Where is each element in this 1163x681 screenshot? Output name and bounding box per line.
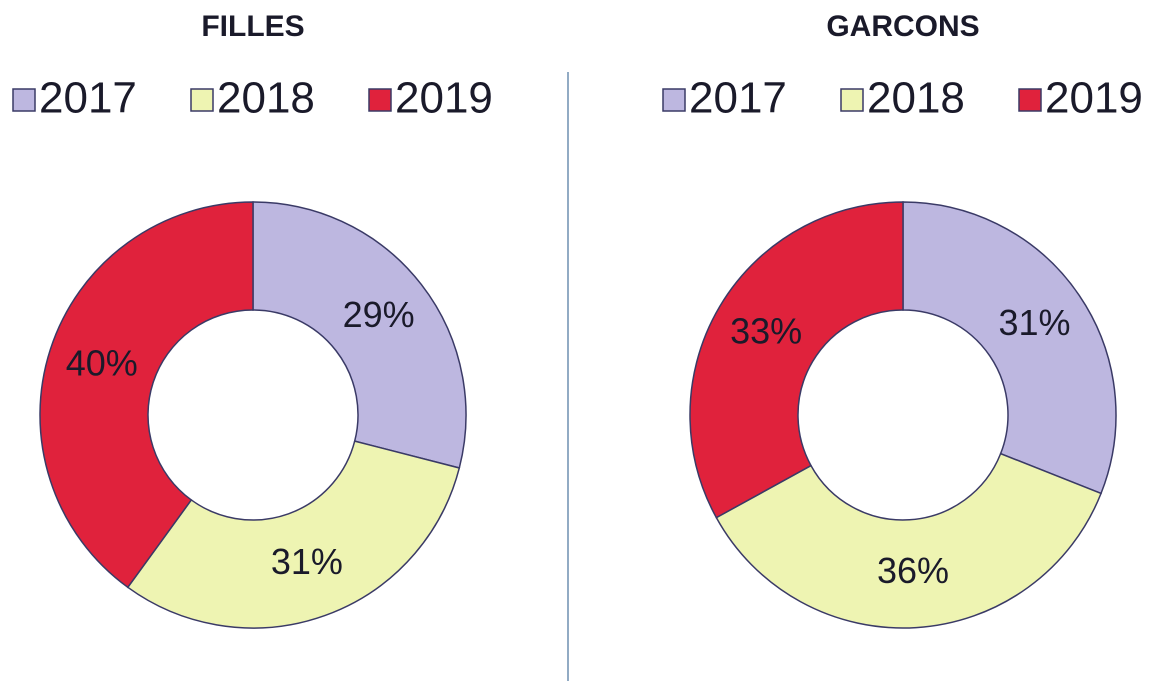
legend-swatch [1018, 88, 1042, 112]
data-label: 36% [877, 550, 949, 591]
chart-title: FILLES [201, 10, 304, 43]
donut-segment [39, 201, 254, 589]
donut-segment [252, 201, 467, 469]
legend-swatch [840, 88, 864, 112]
data-label: 31% [998, 302, 1070, 343]
legend-swatch [368, 88, 392, 112]
data-label: 40% [66, 342, 138, 383]
legend-label: 2017 [39, 74, 137, 123]
legend-label: 2018 [867, 74, 965, 123]
data-label: 29% [343, 294, 415, 335]
legend-label: 2019 [1045, 74, 1143, 123]
chart-title: GARCONS [826, 10, 979, 43]
legend-swatch [190, 88, 214, 112]
donut-segment [126, 440, 461, 629]
legend-label: 2018 [217, 74, 315, 123]
data-label: 33% [730, 311, 802, 352]
data-label: 31% [271, 541, 343, 582]
legend-swatch [12, 88, 36, 112]
legend-label: 2019 [395, 74, 493, 123]
donut-segment [902, 201, 1117, 495]
legend-label: 2017 [689, 74, 787, 123]
donut-segment [689, 201, 904, 519]
donut-segment [715, 452, 1103, 629]
legend-swatch [662, 88, 686, 112]
